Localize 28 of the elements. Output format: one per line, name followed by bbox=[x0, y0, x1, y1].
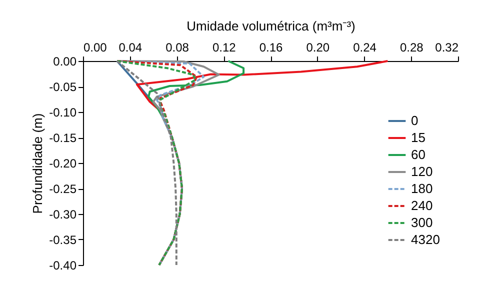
y-tick-label: -0.05 bbox=[49, 80, 77, 94]
x-tick-label: 0.20 bbox=[306, 40, 330, 54]
y-tick-label: -0.40 bbox=[49, 258, 77, 272]
legend-label: 240 bbox=[411, 198, 433, 213]
x-tick-label: 0.08 bbox=[166, 40, 190, 54]
x-tick-label: 0.04 bbox=[118, 40, 142, 54]
x-tick-label: 0.24 bbox=[353, 40, 377, 54]
y-tick-label: -0.20 bbox=[49, 156, 77, 170]
y-axis-title: Profundidade (m) bbox=[30, 113, 46, 214]
y-tick-label: -0.15 bbox=[49, 131, 77, 145]
x-tick-label: 0.12 bbox=[212, 40, 236, 54]
y-tick-label: -0.25 bbox=[49, 182, 77, 196]
x-tick-label: 0.00 bbox=[84, 40, 108, 54]
legend-label: 300 bbox=[411, 215, 433, 230]
y-tick-label: -0.30 bbox=[49, 208, 77, 222]
legend-label: 180 bbox=[411, 181, 433, 196]
x-axis-title: Umidade volumétrica (m³m⁻³) bbox=[186, 18, 356, 34]
legend-label: 0 bbox=[411, 113, 418, 128]
x-tick-label: 0.28 bbox=[400, 40, 424, 54]
y-tick-label: 0.00 bbox=[53, 54, 77, 68]
y-tick-label: -0.10 bbox=[49, 106, 77, 120]
legend-label: 60 bbox=[411, 147, 426, 162]
legend-label: 120 bbox=[411, 164, 433, 179]
legend-label: 15 bbox=[411, 130, 426, 145]
x-tick-label: 0.32 bbox=[435, 40, 459, 54]
y-tick-label: -0.35 bbox=[49, 233, 77, 247]
legend-label: 4320 bbox=[411, 232, 440, 247]
x-tick-label: 0.16 bbox=[259, 40, 283, 54]
